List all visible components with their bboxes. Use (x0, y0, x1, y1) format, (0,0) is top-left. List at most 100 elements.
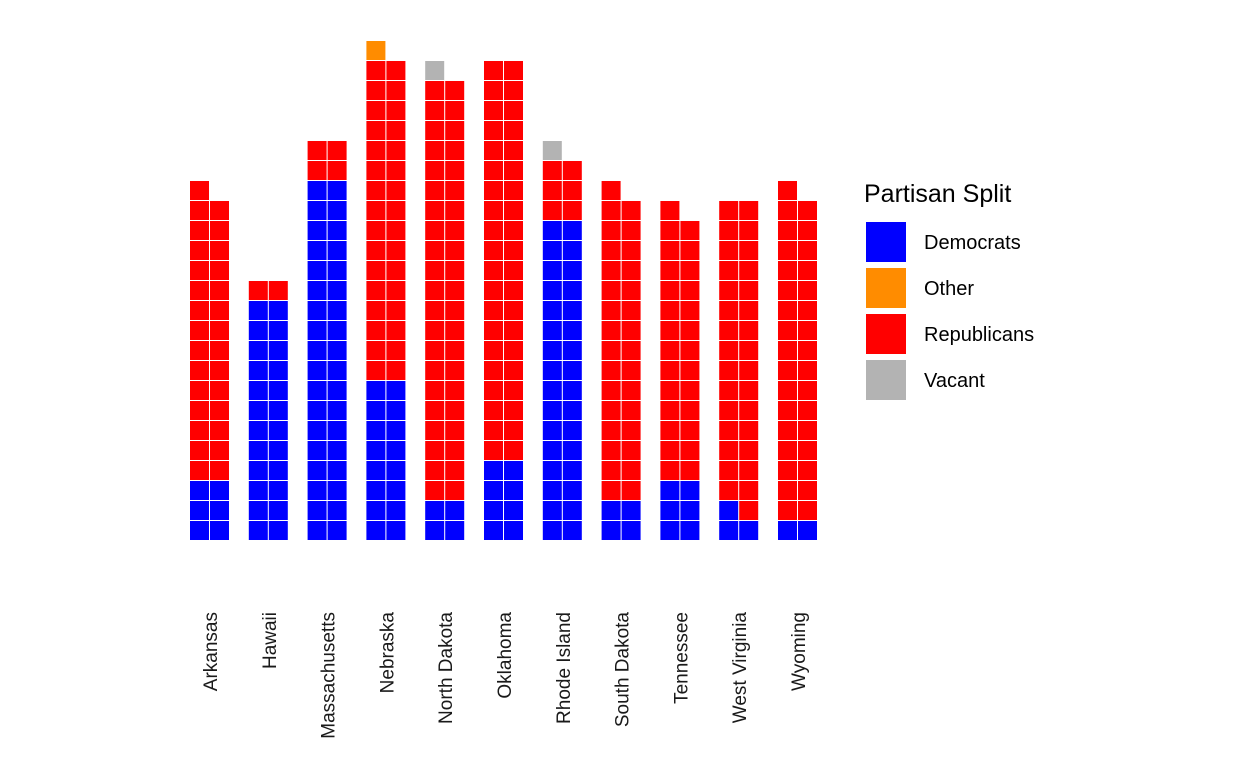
seat-square-republicans (484, 141, 503, 160)
seat-square-republicans (210, 221, 229, 240)
seat-square-republicans (445, 261, 464, 280)
legend-label-republicans: Republicans (924, 324, 1034, 346)
seat-square-republicans (602, 221, 621, 240)
seat-square-republicans (484, 241, 503, 260)
seat-square-democrats (328, 301, 347, 320)
seat-square-democrats (308, 381, 327, 400)
seat-square-republicans (739, 341, 758, 360)
seat-square-democrats (269, 321, 288, 340)
seat-square-republicans (719, 201, 738, 220)
seat-square-republicans (719, 461, 738, 480)
seat-square-republicans (778, 501, 797, 520)
seat-square-democrats (543, 361, 562, 380)
seat-square-democrats (484, 521, 503, 540)
seat-square-republicans (445, 81, 464, 100)
seat-square-republicans (445, 461, 464, 480)
seat-square-republicans (366, 261, 385, 280)
seat-square-republicans (210, 461, 229, 480)
seat-square-democrats (328, 501, 347, 520)
seat-square-republicans (425, 261, 444, 280)
seat-square-republicans (504, 241, 523, 260)
seat-square-democrats (328, 281, 347, 300)
seat-square-republicans (445, 101, 464, 120)
seat-square-republicans (190, 421, 209, 440)
seat-square-republicans (739, 221, 758, 240)
seat-square-republicans (484, 361, 503, 380)
seat-square-democrats (622, 521, 641, 540)
seat-square-republicans (386, 201, 405, 220)
seat-square-republicans (386, 141, 405, 160)
seat-square-republicans (778, 241, 797, 260)
seat-square-democrats (366, 481, 385, 500)
seat-square-republicans (445, 121, 464, 140)
seat-square-democrats (308, 501, 327, 520)
seat-square-republicans (386, 281, 405, 300)
seat-square-democrats (328, 241, 347, 260)
legend-title: Partisan Split (864, 180, 1011, 208)
seat-square-democrats (543, 221, 562, 240)
seat-square-republicans (622, 241, 641, 260)
seat-square-republicans (210, 381, 229, 400)
seat-square-republicans (484, 161, 503, 180)
seat-square-republicans (445, 301, 464, 320)
seat-square-democrats (308, 341, 327, 360)
state-column-rhode-island (543, 141, 582, 540)
seat-square-republicans (680, 321, 699, 340)
seat-square-republicans (366, 201, 385, 220)
seat-square-republicans (190, 241, 209, 260)
x-tick-label: Nebraska (377, 612, 398, 694)
seat-square-democrats (269, 461, 288, 480)
seat-square-republicans (366, 81, 385, 100)
seat-square-democrats (308, 241, 327, 260)
seat-square-republicans (504, 341, 523, 360)
seat-square-republicans (602, 441, 621, 460)
seat-square-republicans (622, 321, 641, 340)
seat-square-democrats (190, 481, 209, 500)
seat-square-republicans (660, 301, 679, 320)
seat-square-democrats (680, 501, 699, 520)
seat-square-democrats (563, 521, 582, 540)
seat-square-republicans (366, 221, 385, 240)
seat-square-democrats (484, 461, 503, 480)
seat-square-democrats (563, 261, 582, 280)
seat-square-republicans (504, 301, 523, 320)
seat-square-republicans (504, 141, 523, 160)
seat-square-republicans (386, 181, 405, 200)
seat-square-democrats (386, 381, 405, 400)
seat-square-republicans (739, 481, 758, 500)
seat-square-republicans (445, 381, 464, 400)
seat-square-republicans (719, 281, 738, 300)
seat-square-democrats (660, 481, 679, 500)
seat-square-republicans (798, 501, 817, 520)
seat-square-republicans (739, 441, 758, 460)
seat-square-republicans (680, 221, 699, 240)
seat-square-democrats (425, 501, 444, 520)
state-column-south-dakota (602, 181, 641, 540)
seat-square-republicans (190, 461, 209, 480)
seat-square-republicans (366, 361, 385, 380)
seat-square-republicans (210, 201, 229, 220)
seat-square-republicans (190, 301, 209, 320)
seat-square-democrats (543, 521, 562, 540)
seat-square-republicans (680, 241, 699, 260)
seat-square-republicans (504, 441, 523, 460)
seat-square-democrats (328, 181, 347, 200)
seat-square-republicans (308, 161, 327, 180)
seat-square-republicans (798, 321, 817, 340)
seat-square-vacant (543, 141, 562, 160)
seat-square-republicans (719, 341, 738, 360)
legend-items: Democrats Other Republicans Vacant (866, 222, 1034, 400)
seat-square-democrats (308, 301, 327, 320)
seat-square-republicans (778, 341, 797, 360)
seat-square-democrats (269, 301, 288, 320)
seat-square-republicans (778, 301, 797, 320)
seat-square-republicans (425, 341, 444, 360)
seat-square-republicans (543, 181, 562, 200)
seat-square-democrats (249, 461, 268, 480)
seat-square-republicans (425, 301, 444, 320)
seat-square-republicans (386, 101, 405, 120)
seat-square-republicans (739, 381, 758, 400)
seat-square-republicans (386, 221, 405, 240)
plot-area (190, 41, 817, 540)
seat-square-republicans (622, 301, 641, 320)
